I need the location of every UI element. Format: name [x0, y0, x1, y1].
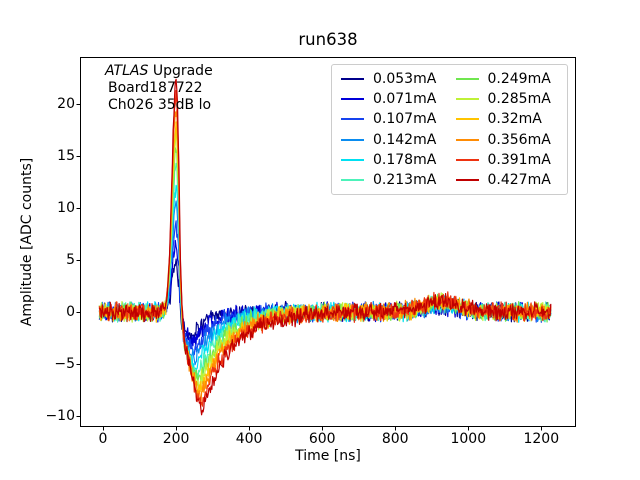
y-tick-label: 20	[57, 96, 75, 113]
legend-label: 0.249mA	[487, 71, 551, 88]
y-tick-label: 10	[57, 200, 75, 217]
tick-marks	[76, 104, 542, 431]
legend-entry: 0.249mA	[455, 69, 559, 89]
y-tick-label: 0	[66, 304, 75, 320]
legend-label: 0.107mA	[373, 111, 437, 128]
x-tick-label: 200	[162, 431, 190, 447]
legend-line-swatch	[455, 158, 479, 161]
legend-entry: 0.071mA	[341, 89, 444, 109]
trace-0.142mA	[98, 200, 552, 366]
trace-0.178mA	[98, 184, 552, 372]
y-tick-label: 5	[66, 252, 75, 269]
legend-entry: 0.427mA	[455, 170, 559, 190]
legend-entry: 0.178mA	[341, 150, 444, 170]
legend-entry: 0.053mA	[341, 69, 444, 89]
legend-line-swatch	[455, 178, 479, 181]
legend-line-swatch	[455, 98, 479, 101]
legend-line-swatch	[341, 158, 364, 161]
legend-entry: 0.142mA	[341, 129, 444, 149]
legend-label: 0.32mA	[487, 111, 542, 128]
legend-entry: 0.391mA	[455, 150, 559, 170]
x-tick-label: 0	[98, 431, 108, 447]
legend-label: 0.213mA	[373, 171, 437, 188]
legend-line-swatch	[341, 98, 364, 101]
annotation-line-2: Board187722	[108, 80, 203, 96]
legend-entry: 0.285mA	[455, 89, 559, 109]
y-tick-label: −5	[54, 355, 75, 372]
legend-label: 0.178mA	[373, 151, 437, 168]
legend-line-swatch	[455, 138, 479, 141]
legend-entry: 0.213mA	[341, 170, 444, 190]
legend-line-swatch	[455, 78, 479, 81]
legend-line-swatch	[341, 78, 364, 81]
x-tick-label: 1200	[523, 431, 560, 447]
waveform-traces	[98, 78, 552, 416]
legend-label: 0.285mA	[487, 91, 551, 108]
plot-annotation: ATLAS Upgrade Board187722 Ch026 35dB lo	[105, 63, 213, 114]
y-axis-label: Amplitude [ADC counts]	[19, 157, 35, 327]
legend-line-swatch	[341, 118, 364, 121]
legend-entry: 0.107mA	[341, 109, 444, 129]
y-tick-label: −10	[45, 407, 75, 424]
x-tick-label: 600	[308, 431, 336, 447]
x-tick-label: 400	[235, 431, 263, 447]
axes-spines	[80, 57, 576, 427]
legend-line-swatch	[455, 118, 479, 121]
legend-label: 0.427mA	[487, 171, 551, 188]
y-tick-label: 15	[57, 148, 75, 165]
annotation-line-1: ATLAS Upgrade	[105, 63, 213, 79]
legend-line-swatch	[341, 178, 364, 181]
x-tick-label: 800	[381, 431, 409, 447]
trace-0.213mA	[98, 162, 552, 380]
legend-label: 0.071mA	[373, 91, 437, 108]
legend-entry: 0.32mA	[455, 109, 559, 129]
legend-label: 0.391mA	[487, 151, 551, 168]
legend-label: 0.356mA	[487, 131, 551, 148]
legend-label: 0.142mA	[373, 131, 437, 148]
legend: 0.053mA 0.071mA 0.107mA 0.142mA 0.178mA 0.213…	[331, 64, 568, 195]
annotation-line-3: Ch026 35dB lo	[108, 97, 212, 113]
chart-title: run638	[298, 30, 358, 49]
trace-0.427mA	[98, 78, 552, 416]
legend-entry: 0.356mA	[455, 129, 559, 149]
legend-line-swatch	[341, 138, 364, 141]
legend-label: 0.053mA	[373, 71, 437, 88]
x-axis-label: Time [ns]	[295, 448, 361, 464]
x-tick-label: 1000	[450, 431, 487, 447]
